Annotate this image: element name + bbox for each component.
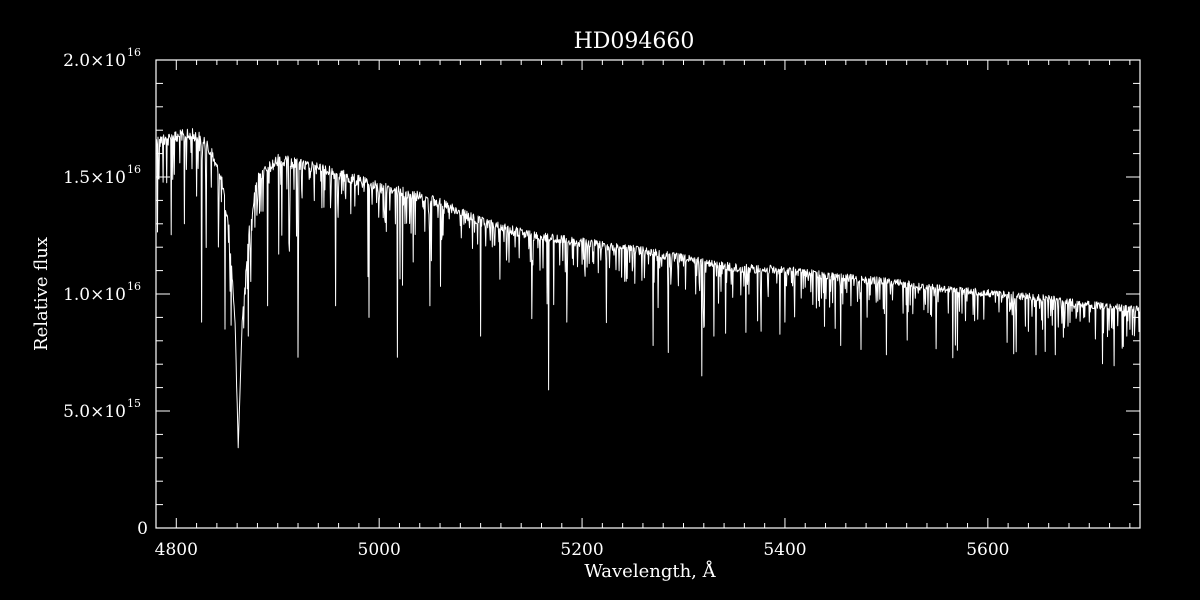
- y-tick-exponent: 15: [127, 397, 141, 410]
- y-tick-mantissa: 1.0×10: [63, 285, 126, 305]
- y-tick-label: 0: [137, 519, 148, 539]
- x-tick-label: 4800: [155, 540, 198, 560]
- x-tick-label: 5200: [560, 540, 603, 560]
- y-tick-mantissa: 1.5×10: [63, 168, 126, 188]
- y-tick-mantissa: 0: [137, 519, 148, 539]
- y-tick-exponent: 16: [127, 280, 141, 293]
- y-axis-label: Relative flux: [31, 237, 52, 351]
- x-tick-label: 5600: [966, 540, 1009, 560]
- y-tick-label: 1.5×10 16: [63, 163, 141, 188]
- y-tick-mantissa: 5.0×10: [63, 402, 126, 422]
- y-axis-ticks: 05.0×10 151.0×10 161.5×10 162.0×10 16: [63, 46, 1140, 539]
- y-tick-label: 2.0×10 16: [63, 46, 141, 71]
- y-tick-label: 5.0×10 15: [63, 397, 141, 422]
- x-tick-label: 5400: [763, 540, 806, 560]
- spectrum-series-line: [155, 128, 1141, 449]
- chart-title: HD094660: [574, 29, 695, 54]
- x-axis-ticks: 4800 5000 5200 5400 5600: [155, 60, 1131, 560]
- y-tick-exponent: 16: [127, 46, 141, 59]
- x-tick-label: 5000: [358, 540, 401, 560]
- y-tick-label: 1.0×10 16: [63, 280, 141, 305]
- y-tick-mantissa: 2.0×10: [63, 51, 126, 71]
- y-tick-exponent: 16: [127, 163, 141, 176]
- x-axis-label: Wavelength, Å: [584, 560, 716, 582]
